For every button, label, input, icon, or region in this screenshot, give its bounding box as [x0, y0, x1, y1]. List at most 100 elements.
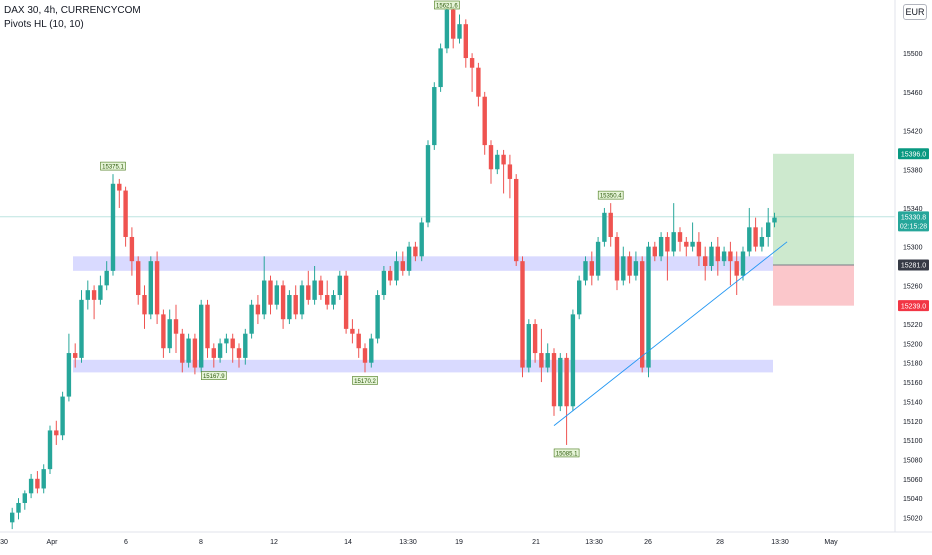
candle-body [690, 241, 695, 247]
candle-118 [753, 217, 758, 252]
candle-body [262, 280, 267, 315]
candle-body [28, 478, 34, 494]
candle-body [79, 299, 84, 358]
candle-body [703, 256, 708, 266]
candle-26 [173, 304, 179, 354]
candle-1 [16, 498, 21, 520]
x-tick-2: 6 [124, 539, 128, 546]
y-tick-10: 15220 [903, 322, 923, 329]
candle-69 [444, 4, 450, 54]
candle-74 [476, 62, 481, 107]
candle-83 [532, 319, 538, 363]
candle-body [532, 324, 538, 354]
symbol-title: DAX 30, 4h, CURRENCYCOM [4, 5, 141, 16]
y-tick-18: 15460 [903, 90, 923, 97]
candle-30 [199, 299, 204, 373]
candle-55 [356, 328, 361, 358]
candle-body [362, 348, 368, 363]
candle-29 [192, 333, 198, 375]
stop-zone [773, 265, 854, 306]
currency-button[interactable]: EUR [903, 4, 927, 20]
candle-body [268, 280, 273, 305]
candle-0 [10, 507, 15, 530]
candle-body [526, 324, 531, 368]
candle-body [419, 222, 424, 257]
candle-body [633, 261, 639, 276]
candle-43 [280, 280, 286, 329]
candle-body [425, 145, 431, 223]
entry-price-label-text: 15281.0 [901, 263, 926, 270]
candle-body [740, 251, 746, 276]
candle-body [142, 295, 147, 315]
candle-82 [526, 319, 531, 373]
candle-112 [715, 236, 720, 276]
candle-85 [545, 343, 550, 373]
candle-115 [734, 251, 739, 296]
long-position-tool [773, 153, 854, 306]
candle-body [66, 353, 72, 397]
y-tick-9: 15200 [903, 341, 923, 348]
y-tick-2: 15060 [903, 477, 923, 484]
candles [10, 4, 777, 530]
support-resistance-zones [73, 256, 773, 373]
candle-body [715, 246, 720, 262]
candle-80 [514, 174, 519, 266]
candle-120 [766, 207, 771, 247]
candle-body [129, 236, 135, 262]
candle-body [507, 164, 513, 179]
time-axis: 30 Apr 6 8 12 14 13:30 19 21 13:30 26 28 13:30 May [0, 531, 932, 550]
candle-body [343, 275, 349, 329]
candle-body [299, 285, 305, 315]
candle-18 [123, 186, 128, 247]
candle-90 [577, 275, 582, 320]
candle-body [766, 222, 771, 237]
candle-body [501, 154, 506, 165]
candle-47 [306, 270, 311, 305]
stop-price-label: 15239.0 [898, 300, 929, 312]
candle-10 [73, 343, 78, 368]
candle-body [98, 285, 103, 300]
entry-price-label-box [898, 259, 929, 271]
pivot-label-text: 15170.2 [354, 379, 376, 385]
x-tick-12: 13:30 [771, 539, 789, 546]
candle-113 [721, 246, 727, 266]
candle-body [274, 285, 279, 305]
candle-59 [381, 266, 387, 300]
price-axis: 15020 15040 15060 15080 15100 15120 15140 15160… [894, 0, 932, 550]
candle-48 [312, 266, 317, 305]
candle-body [602, 212, 607, 242]
candle-body [759, 236, 765, 247]
candle-body [646, 246, 651, 368]
pivot-label-2: 15621.6 [434, 0, 460, 9]
candle-body [287, 295, 292, 320]
candle-body [136, 261, 141, 296]
candle-22 [148, 256, 153, 320]
candle-body [22, 493, 27, 503]
candle-body [161, 314, 166, 349]
candle-70 [451, 4, 456, 49]
candle-body [249, 304, 254, 334]
candle-114 [728, 241, 733, 286]
pivot-label-text: 15350.4 [600, 194, 622, 200]
candle-108 [690, 222, 695, 252]
candle-28 [186, 333, 191, 368]
x-tick-0: 30 [0, 539, 8, 546]
y-tick-5: 15120 [903, 419, 923, 426]
candle-72 [463, 19, 468, 68]
candle-57 [369, 333, 374, 368]
candle-body [148, 261, 153, 315]
candle-body [539, 353, 544, 368]
y-tick-7: 15160 [903, 380, 923, 387]
candle-body [117, 183, 122, 191]
candle-body [394, 261, 399, 281]
candle-96 [614, 232, 620, 291]
indicator-name[interactable]: Pivots HL (10, 10) [4, 19, 84, 30]
pivot-label-box [553, 448, 580, 458]
candle-32 [211, 343, 216, 368]
candle-body [520, 261, 525, 368]
candle-91 [583, 256, 588, 286]
candle-6 [47, 425, 53, 474]
candle-body [318, 280, 324, 296]
